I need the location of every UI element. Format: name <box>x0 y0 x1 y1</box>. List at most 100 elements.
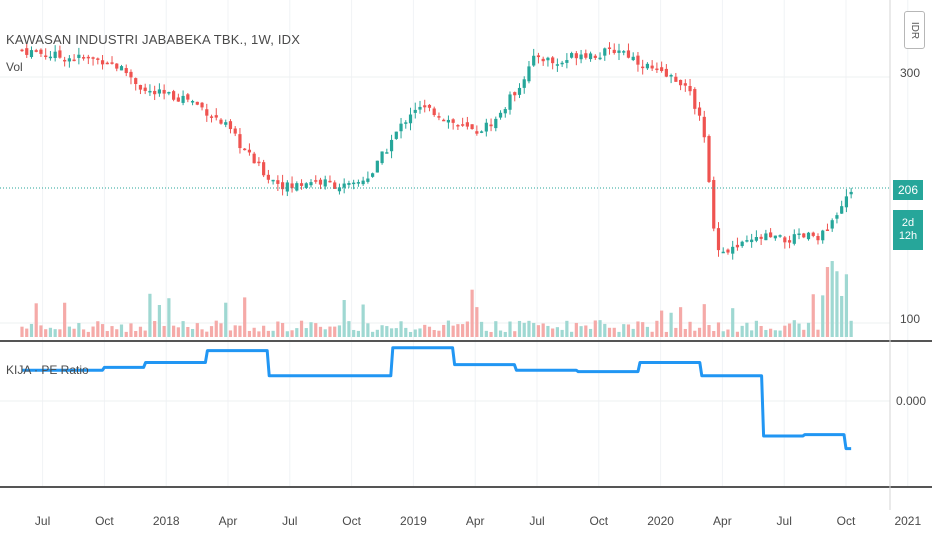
volume-bar <box>693 330 697 337</box>
volume-bar <box>551 328 555 337</box>
indicator-label[interactable]: KIJA · PE Ratio <box>6 363 89 377</box>
x-axis[interactable]: Jul Oct 2018 Apr Jul Oct 2019 Apr Jul Oct 2020 Apr J… <box>35 514 922 528</box>
candle-body <box>783 237 787 243</box>
volume-bar <box>380 325 384 337</box>
volume-bar <box>678 307 683 337</box>
volume-bar <box>134 331 138 337</box>
volume-bar <box>517 320 522 337</box>
candle-body <box>731 246 735 254</box>
candle-body <box>773 235 777 239</box>
candle-body <box>148 90 152 93</box>
volume-bar <box>669 312 673 337</box>
volume-bar <box>650 331 654 337</box>
candle-body <box>323 179 327 187</box>
volume-bar <box>252 327 256 337</box>
candle-body <box>446 119 451 123</box>
candle-body <box>262 162 266 176</box>
candle-body <box>157 89 162 94</box>
volume-bar <box>72 328 76 337</box>
candle-body <box>465 122 469 127</box>
candle-body <box>674 76 678 82</box>
volume-bar <box>39 325 43 337</box>
candle-body <box>840 206 844 214</box>
volume-bar <box>29 323 34 337</box>
currency-badge[interactable]: IDR <box>904 11 925 49</box>
volume-bar <box>157 304 162 337</box>
candle-body <box>129 71 133 78</box>
candle-body <box>825 229 830 231</box>
volume-bar <box>67 326 71 337</box>
candle-body <box>759 236 763 239</box>
candle-body <box>470 124 474 130</box>
volume-bar <box>631 328 635 337</box>
candle-body <box>816 235 820 241</box>
volume-bar <box>105 331 109 337</box>
candle-body <box>541 58 545 62</box>
volume-bar <box>560 329 564 337</box>
volume-bar <box>593 320 597 337</box>
volume-bar <box>96 321 100 337</box>
volume-bar <box>707 325 711 337</box>
volume-bar <box>802 329 806 337</box>
volume-bar <box>385 326 389 337</box>
volume-bar <box>617 331 621 337</box>
candle-body <box>385 152 389 154</box>
candle-body <box>532 55 536 66</box>
candle-body <box>442 119 446 122</box>
candle-body <box>432 108 436 116</box>
volume-bar <box>674 327 678 337</box>
volume-bar <box>731 308 735 337</box>
candle-body <box>423 105 427 108</box>
candle-body <box>844 196 849 208</box>
candle-body <box>304 183 308 188</box>
candle-body <box>494 118 498 129</box>
volume-bar <box>176 327 180 337</box>
volume-bar <box>461 324 465 337</box>
volume-bar <box>299 320 304 337</box>
volume-bar <box>844 274 849 337</box>
volume-bar <box>688 321 692 337</box>
pe-ratio-line <box>22 346 852 451</box>
candle-body <box>295 183 299 191</box>
volume-bar <box>783 325 787 337</box>
volume-bar <box>318 326 323 337</box>
volume-bar <box>475 307 479 337</box>
candle-body <box>143 87 147 91</box>
volume-bar <box>375 329 379 337</box>
candle-body <box>276 180 280 184</box>
candle-body <box>342 183 346 188</box>
currency-text: IDR <box>908 21 920 39</box>
candle-body <box>735 244 740 248</box>
candle-body <box>375 160 379 173</box>
volume-bar <box>442 324 446 337</box>
volume-bar <box>721 331 725 337</box>
candle-body <box>176 97 180 102</box>
volume-bar <box>825 267 830 337</box>
candle-body <box>645 63 650 69</box>
volume-bar <box>716 322 721 337</box>
candle-body <box>352 182 356 185</box>
candle-body <box>669 75 673 77</box>
volume-bar <box>190 328 195 337</box>
candle-body <box>20 49 24 52</box>
candle-body <box>280 182 285 190</box>
candle-body <box>167 92 171 94</box>
volume-bar <box>153 321 157 337</box>
x-tick-label: Jul <box>35 514 50 528</box>
volume-bar <box>432 330 436 337</box>
candle-body <box>110 62 114 64</box>
candle-body <box>707 136 711 182</box>
volume-bar <box>290 330 294 337</box>
candle-body <box>328 180 332 183</box>
candle-body <box>243 148 247 151</box>
candle-body <box>712 180 716 229</box>
volume-bar <box>276 321 280 337</box>
volume-bar <box>162 325 166 337</box>
candle-body <box>484 122 488 132</box>
volume-bar <box>754 320 758 337</box>
volume-bar <box>304 328 308 337</box>
candle-body <box>224 122 228 125</box>
volume-bar <box>541 323 545 337</box>
volume-bar <box>110 326 114 337</box>
